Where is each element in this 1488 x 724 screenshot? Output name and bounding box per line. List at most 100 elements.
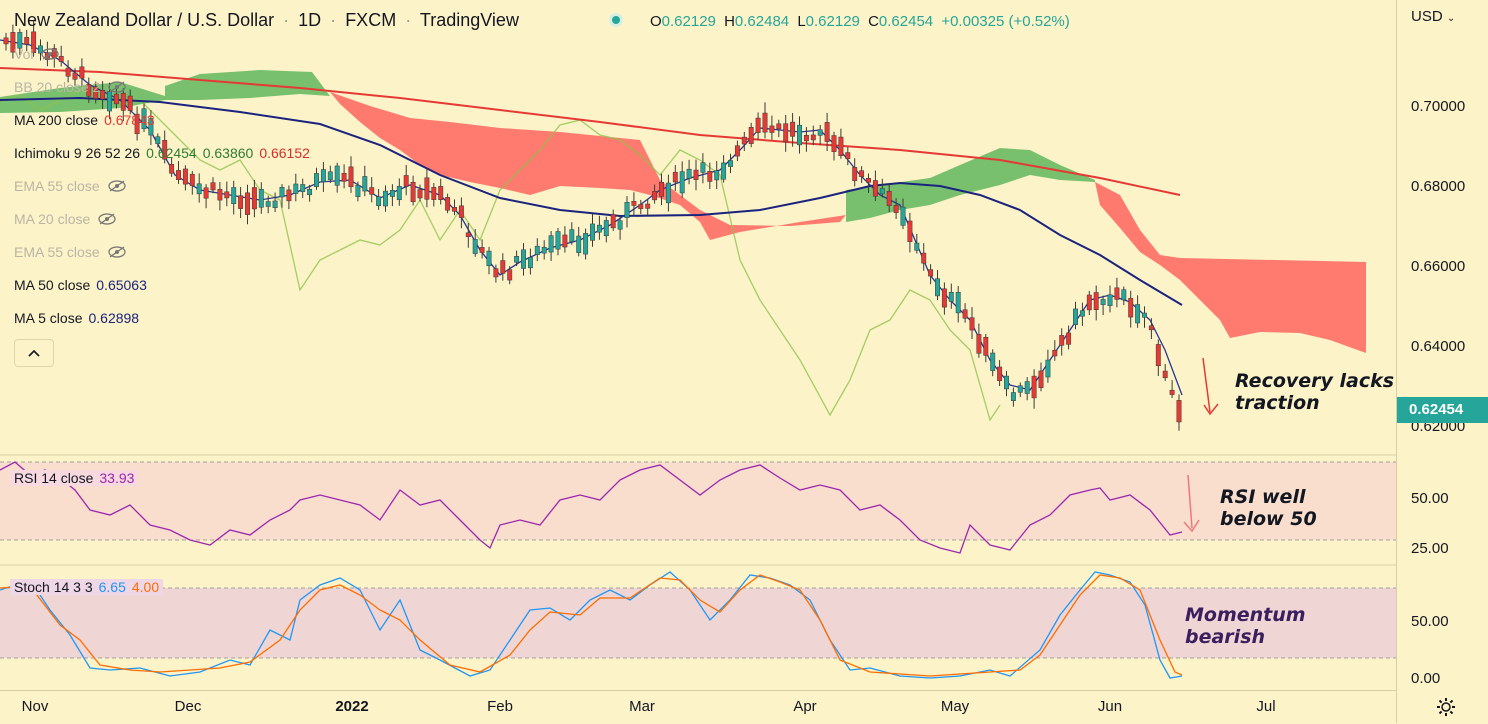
candle-body <box>31 31 37 53</box>
candle-body <box>562 234 568 248</box>
legend-ma20[interactable]: MA 20 close <box>14 211 116 227</box>
candle-body <box>107 91 112 112</box>
candle-body <box>72 72 78 80</box>
candle-body <box>672 171 678 183</box>
candle-body <box>1010 392 1016 401</box>
candle-body <box>1114 287 1120 300</box>
candle-body <box>879 188 885 195</box>
candle-body <box>134 113 140 135</box>
candle-body <box>686 168 692 179</box>
annotation-stoch: Momentum bearish <box>1185 604 1306 648</box>
candle-body <box>645 203 651 209</box>
chart-canvas[interactable] <box>0 0 1396 690</box>
candle-body <box>79 66 85 79</box>
candle-body <box>962 309 968 319</box>
interval-label[interactable]: 1D <box>298 10 322 30</box>
eye-hidden-icon[interactable] <box>107 180 126 192</box>
legend-ema55-2[interactable]: EMA 55 close <box>14 244 126 260</box>
price-axis[interactable]: USD ⌄ 0.70000 0.68000 0.66000 0.64000 0.… <box>1396 0 1488 723</box>
rsi-tick: 50.00 <box>1411 490 1449 507</box>
candle-body <box>1045 359 1051 378</box>
candle-body <box>127 95 133 111</box>
candle-body <box>748 127 754 144</box>
candle-body <box>162 140 168 160</box>
legend-ma50[interactable]: MA 50 close 0.65063 <box>14 277 147 293</box>
legend-stoch[interactable]: Stoch 14 3 3 6.65 4.00 <box>10 579 164 595</box>
gear-icon[interactable] <box>1436 697 1456 717</box>
candle-body <box>762 112 768 133</box>
candle-body <box>914 242 920 251</box>
collapse-legend-button[interactable] <box>14 339 54 367</box>
candle-body <box>169 164 175 174</box>
status-dot-icon <box>609 13 623 27</box>
candle-body <box>810 134 816 141</box>
candle-body <box>721 162 727 180</box>
candle-body <box>38 45 43 54</box>
time-tick: Apr <box>793 698 817 715</box>
candle-body <box>569 229 575 242</box>
candle-body <box>86 84 92 97</box>
candle-body <box>707 171 713 182</box>
legend-bb[interactable]: BB 20 close 2 <box>14 79 127 95</box>
candle-body <box>1073 308 1078 325</box>
candle-body <box>500 260 506 274</box>
candle-body <box>100 90 106 100</box>
candle-body <box>65 67 71 77</box>
eye-hidden-icon[interactable] <box>108 81 127 93</box>
candle-body <box>797 124 802 146</box>
candle-body <box>527 257 533 269</box>
candle-body <box>1169 389 1175 395</box>
rsi-tick: 25.00 <box>1411 540 1449 557</box>
legend-rsi[interactable]: RSI 14 close 33.93 <box>10 470 139 486</box>
legend-ichimoku[interactable]: Ichimoku 9 26 52 26 0.62454 0.63860 0.66152 <box>14 145 310 161</box>
candle-body <box>293 183 299 194</box>
time-tick: Mar <box>629 698 655 715</box>
candle-body <box>576 235 582 253</box>
price-tick: 0.68000 <box>1411 178 1466 195</box>
candle-body <box>452 207 457 212</box>
candle-body <box>976 334 982 354</box>
candle-body <box>755 117 761 133</box>
candle-body <box>596 224 602 233</box>
legend-vol[interactable]: Vol <box>14 46 60 62</box>
candle-body <box>1100 299 1106 305</box>
legend-ma200[interactable]: MA 200 close 0.67843 <box>14 112 155 128</box>
provider-label: TradingView <box>419 10 519 30</box>
candle-body <box>783 123 789 143</box>
legend-ma5[interactable]: MA 5 close 0.62898 <box>14 310 140 326</box>
candle-body <box>1066 332 1072 345</box>
price-tick: 0.64000 <box>1411 338 1466 355</box>
candle-body <box>286 189 292 202</box>
candle-body <box>859 170 865 178</box>
legend-ema55[interactable]: EMA 55 close <box>14 178 126 194</box>
candle-body <box>445 197 451 211</box>
candle-body <box>997 366 1003 382</box>
candle-body <box>403 175 409 187</box>
time-tick: Jun <box>1097 698 1123 715</box>
candle-body <box>679 171 685 194</box>
candle-body <box>728 160 733 167</box>
candle-body <box>734 145 740 157</box>
time-tick: 2022 <box>335 698 369 715</box>
eye-hidden-icon[interactable] <box>98 213 116 225</box>
currency-selector[interactable]: USD ⌄ <box>1411 8 1456 25</box>
candle-body <box>948 291 954 302</box>
ichimoku-cloud <box>0 70 1366 353</box>
candle-body <box>493 268 499 278</box>
time-axis[interactable] <box>0 690 1396 724</box>
symbol-title[interactable]: New Zealand Dollar / U.S. Dollar <box>14 10 275 30</box>
candle-body <box>769 125 775 133</box>
candle-body <box>652 191 658 201</box>
candle-body <box>693 169 699 180</box>
candle-body <box>307 189 313 196</box>
candle-body <box>417 189 423 199</box>
eye-hidden-icon[interactable] <box>107 246 126 258</box>
candle-body <box>507 269 513 281</box>
candle-body <box>113 93 119 105</box>
chevron-down-icon: ⌄ <box>1446 13 1456 24</box>
candle-body <box>514 256 520 263</box>
eye-hidden-icon[interactable] <box>41 48 60 60</box>
candle-body <box>217 189 223 201</box>
candle-body <box>603 220 609 237</box>
candle-body <box>348 166 354 188</box>
